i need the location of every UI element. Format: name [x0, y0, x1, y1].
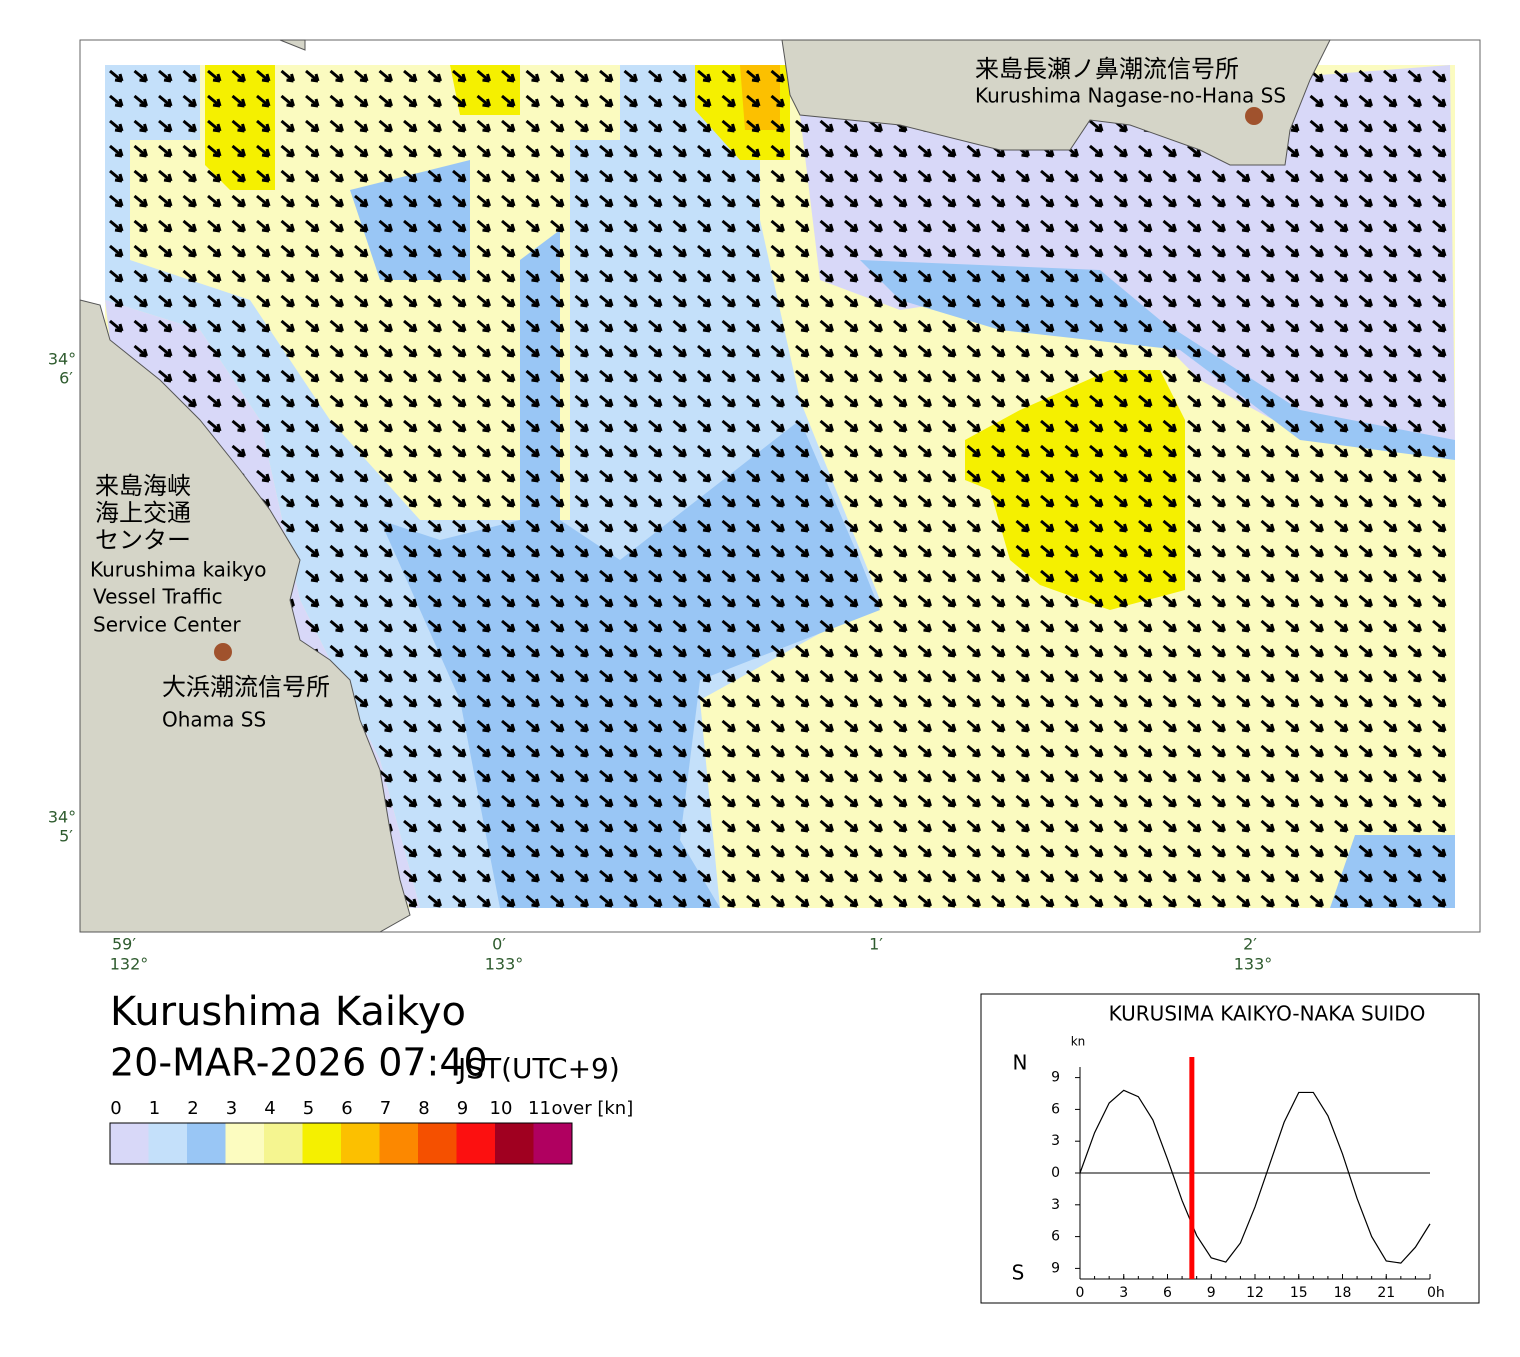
coord-labels: 34° 6′ 34° 5′ 59′ 132° 0′ 133° 1′ 2′ 133… — [48, 350, 1272, 974]
legend-swatch — [225, 1123, 264, 1164]
chart-title: KURUSIMA KAIKYO-NAKA SUIDO — [1109, 1002, 1426, 1026]
legend-label: 8 — [418, 1098, 429, 1119]
land — [79, 39, 1331, 933]
legend-swatch — [456, 1123, 495, 1164]
lon-label: 0′ — [492, 935, 506, 954]
lat-label: 34° — [48, 350, 76, 369]
legend-swatch — [110, 1123, 149, 1164]
legend-label: 7 — [380, 1098, 391, 1119]
tide-curve — [1079, 1089, 1431, 1264]
legend-label: 0 — [110, 1098, 121, 1119]
legend-label: 4 — [264, 1098, 275, 1119]
place-label: Kurushima kaikyo — [90, 558, 266, 582]
lon-label: 133° — [1234, 955, 1273, 974]
legend-label: over [kn] — [552, 1098, 634, 1119]
lat-label: 6′ — [59, 369, 73, 388]
datetime: 20-MAR-2026 07:40 — [110, 1041, 488, 1085]
legend-label: 9 — [457, 1098, 468, 1119]
x-tick-label: 0h — [1427, 1285, 1445, 1301]
place-label: 海上交通 — [95, 499, 191, 527]
y-tick-label: 6 — [1051, 1101, 1060, 1117]
legend-label: 6 — [341, 1098, 352, 1119]
legend-label: 10 — [490, 1098, 513, 1119]
lon-label: 59′ — [112, 935, 136, 954]
title: Kurushima Kaikyo — [110, 989, 466, 1035]
inset-frame — [980, 993, 1480, 1304]
legend-label: 2 — [187, 1098, 198, 1119]
legend-swatch — [302, 1123, 341, 1164]
y-tick-label: 0 — [1051, 1165, 1060, 1181]
lon-label: 133° — [485, 955, 524, 974]
lon-label: 2′ — [1243, 935, 1257, 954]
y-tick-label: 9 — [1051, 1070, 1060, 1086]
legend-swatch — [379, 1123, 418, 1164]
legend: 0 1 2 3 4 5 6 7 8 9 10 11 over [kn] — [109, 1098, 634, 1165]
legend-swatch — [418, 1123, 457, 1164]
legend-border — [109, 1122, 573, 1165]
legend-label: 1 — [149, 1098, 160, 1119]
place-label: Ohama SS — [162, 708, 266, 732]
place-label: Vessel Traffic — [93, 585, 223, 609]
legend-label: 5 — [303, 1098, 314, 1119]
timezone: JST(UTC+9) — [456, 1052, 620, 1085]
legend-swatch — [187, 1123, 226, 1164]
lat-label: 34° — [48, 808, 76, 827]
lon-label: 132° — [110, 955, 149, 974]
legend-swatch — [264, 1123, 303, 1164]
place-labels: 来島長瀬ノ鼻潮流信号所 Kurushima Nagase-no-Hana SS … — [90, 55, 1286, 732]
north-label: N — [1013, 1051, 1028, 1075]
legend-swatch — [148, 1123, 187, 1164]
legend-swatch — [533, 1123, 572, 1164]
station-marker — [214, 643, 232, 661]
legend-swatch — [495, 1123, 534, 1164]
legend-label: 3 — [226, 1098, 237, 1119]
unit-label: kn — [1071, 1035, 1086, 1049]
legend-label: 11 — [528, 1098, 551, 1119]
x-tick-label: 21 — [1377, 1285, 1395, 1301]
legend-swatch — [341, 1123, 380, 1164]
place-label: 来島長瀬ノ鼻潮流信号所 — [975, 55, 1239, 83]
x-tick-label: 12 — [1246, 1285, 1264, 1301]
x-tick-label: 3 — [1119, 1285, 1128, 1301]
y-tick-label: 6 — [1051, 1229, 1060, 1245]
south-label: S — [1012, 1261, 1025, 1285]
place-label: Kurushima Nagase-no-Hana SS — [975, 84, 1286, 108]
station-marker — [1245, 107, 1263, 125]
y-tick-label: 3 — [1051, 1197, 1060, 1213]
place-label: センター — [95, 526, 191, 554]
lat-label: 5′ — [59, 827, 73, 846]
x-tick-label: 0 — [1076, 1285, 1085, 1301]
place-label: 大浜潮流信号所 — [162, 673, 330, 701]
x-tick-label: 6 — [1163, 1285, 1172, 1301]
x-tick-label: 18 — [1334, 1285, 1352, 1301]
x-tick-label: 15 — [1290, 1285, 1308, 1301]
y-tick-label: 9 — [1051, 1260, 1060, 1276]
x-tick-label: 9 — [1207, 1285, 1216, 1301]
lon-label: 1′ — [869, 935, 883, 954]
y-tick-label: 3 — [1051, 1133, 1060, 1149]
place-label: Service Center — [93, 613, 241, 637]
place-label: 来島海峡 — [95, 472, 191, 500]
